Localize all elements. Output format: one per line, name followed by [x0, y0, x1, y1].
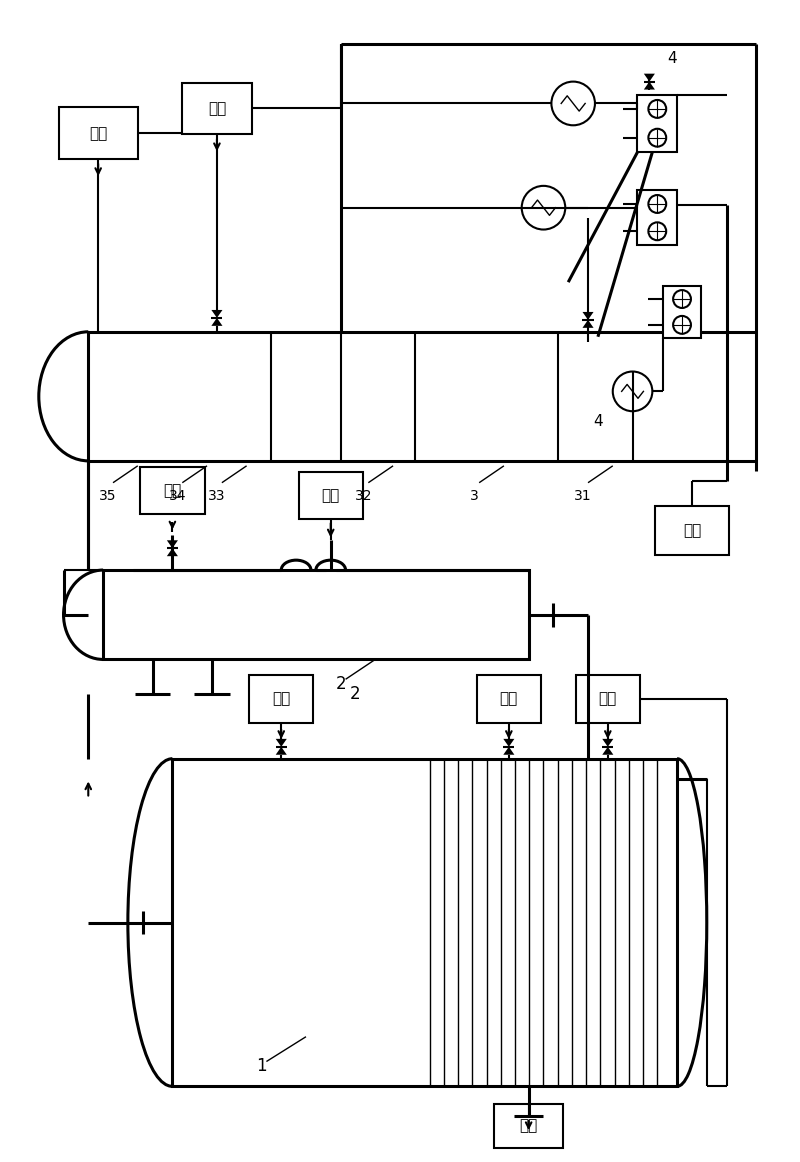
Bar: [58, 107, 138, 159]
Text: 加水: 加水: [208, 101, 226, 116]
Text: 蒸汽: 蒸汽: [163, 483, 182, 498]
Bar: [249, 675, 314, 723]
Bar: [182, 83, 251, 135]
Bar: [172, 759, 677, 1086]
Text: 31: 31: [574, 488, 592, 503]
Polygon shape: [644, 81, 655, 89]
Polygon shape: [211, 318, 222, 325]
Bar: [477, 675, 541, 723]
Polygon shape: [582, 311, 594, 320]
Polygon shape: [602, 739, 614, 747]
Polygon shape: [503, 747, 514, 755]
Bar: [298, 472, 363, 519]
Text: 尾锅: 尾锅: [89, 125, 107, 141]
Polygon shape: [167, 548, 178, 557]
Bar: [88, 332, 726, 461]
Text: 4: 4: [667, 51, 677, 66]
Bar: [663, 286, 701, 338]
Polygon shape: [211, 310, 222, 318]
Text: 空气: 空气: [598, 691, 617, 706]
Text: 3: 3: [470, 488, 478, 503]
Text: 加热: 加热: [500, 691, 518, 706]
Text: 2: 2: [335, 675, 346, 694]
Text: 2: 2: [350, 686, 361, 703]
Text: 软水: 软水: [322, 488, 340, 503]
Bar: [638, 94, 677, 152]
Bar: [576, 675, 640, 723]
Polygon shape: [167, 540, 178, 548]
Polygon shape: [602, 747, 614, 755]
Text: 甲醇: 甲醇: [519, 1119, 538, 1134]
Text: 1: 1: [256, 1057, 266, 1076]
Bar: [103, 571, 529, 659]
Text: 34: 34: [169, 488, 186, 503]
Bar: [494, 1104, 563, 1148]
Text: 成品: 成品: [683, 523, 701, 538]
Polygon shape: [503, 739, 514, 747]
Text: 32: 32: [354, 488, 372, 503]
Text: 4: 4: [593, 414, 602, 429]
Bar: [655, 505, 729, 555]
Text: 蒸汽: 蒸汽: [272, 691, 290, 706]
Polygon shape: [276, 747, 286, 755]
Text: 35: 35: [99, 488, 117, 503]
Polygon shape: [644, 73, 655, 81]
Polygon shape: [582, 320, 594, 328]
Bar: [140, 467, 205, 515]
Bar: [638, 191, 677, 245]
Text: 33: 33: [208, 488, 226, 503]
Polygon shape: [276, 739, 286, 747]
